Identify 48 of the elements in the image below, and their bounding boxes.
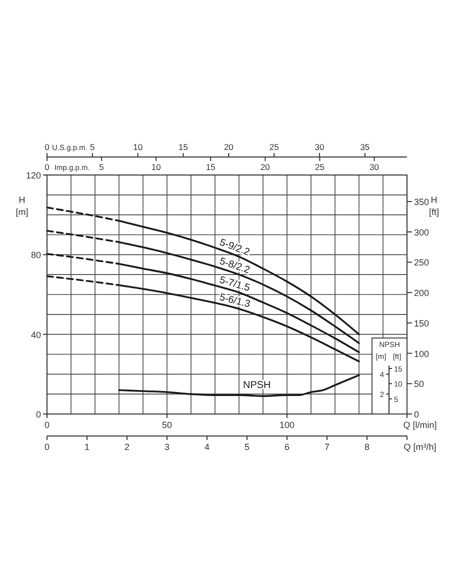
y2-tick-label: 100	[414, 348, 430, 359]
x-tick-label: 3	[164, 442, 170, 452]
x2-tick-label: 20	[224, 142, 234, 152]
y-tick-label: 40	[30, 330, 41, 340]
x2-tick-label: 15	[178, 142, 188, 152]
y-tick-label: 0	[36, 410, 41, 420]
y2-tick-label: 250	[414, 258, 430, 268]
text: 5-6/1.3	[218, 292, 252, 310]
x2-tick-label: 5	[99, 162, 104, 172]
y2-tick-label: 0	[414, 410, 420, 420]
y-tick-label: 120	[26, 170, 41, 180]
y2-axis-title: H [ft]	[428, 195, 440, 217]
x2-tick-label: 0	[44, 162, 50, 172]
y-axis-title: H [m]	[16, 195, 28, 217]
x-tick-label: 1	[84, 442, 90, 452]
x-tick-label: 50	[162, 420, 172, 430]
x-tick-label: 7	[324, 442, 330, 452]
x2-tick-label: 15	[206, 162, 216, 172]
x2-tick-label: 35	[360, 142, 370, 152]
x-axis-title: Q [m³/h]	[404, 442, 436, 452]
y2-tick-label: 350	[414, 197, 430, 208]
x2-tick-label: 20	[260, 162, 270, 172]
x2-tick-label: 30	[370, 162, 380, 172]
y2-tick-label: 50	[414, 379, 424, 390]
text: 5-7/1.5	[218, 274, 252, 294]
x-tick-label: 2	[124, 442, 130, 452]
x2-tick-label: 30	[314, 142, 325, 152]
x-tick-label: 6	[284, 442, 290, 452]
line-series	[118, 374, 360, 397]
y2-tick-label: 200	[414, 288, 430, 298]
x-tick-label: 4	[204, 442, 210, 452]
x2-tick-label: 25	[314, 162, 325, 172]
x-tick-label: 0	[44, 442, 50, 452]
x2-tick-label: 10	[151, 162, 162, 172]
y-tick-label: 80	[30, 250, 41, 260]
x-axis-title: Q [l/min]	[403, 420, 437, 430]
text: 5-8/2.2	[218, 256, 252, 276]
y2-tick-label: 300	[414, 227, 430, 238]
x2-tick-label: 25	[269, 142, 280, 152]
x2-tick-label: 0	[44, 142, 50, 152]
x-tick-label: 5	[244, 442, 250, 452]
x2-tick-label: 10	[133, 142, 143, 152]
x2-tick-label: 5	[90, 142, 96, 152]
x-tick-label: 8	[364, 442, 370, 452]
y2-tick-label: 150	[414, 318, 430, 328]
x-tick-label: 0	[44, 420, 50, 430]
text: 5-9/2.2	[218, 237, 252, 259]
x-tick-label: 100	[279, 420, 295, 430]
